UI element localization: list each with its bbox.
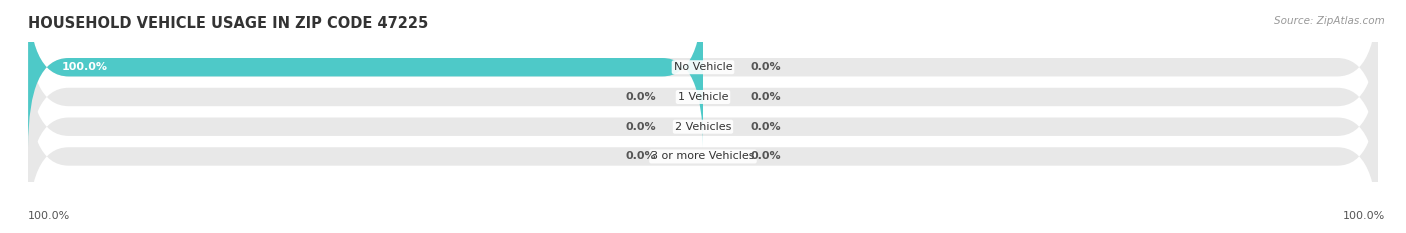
Text: 0.0%: 0.0%	[751, 151, 780, 161]
FancyBboxPatch shape	[28, 0, 703, 147]
Text: 100.0%: 100.0%	[1343, 211, 1385, 221]
Text: 0.0%: 0.0%	[751, 62, 780, 72]
Text: 0.0%: 0.0%	[626, 92, 655, 102]
Text: 0.0%: 0.0%	[751, 122, 780, 132]
Text: No Vehicle: No Vehicle	[673, 62, 733, 72]
FancyBboxPatch shape	[28, 47, 1378, 207]
Text: Source: ZipAtlas.com: Source: ZipAtlas.com	[1274, 16, 1385, 26]
Text: 0.0%: 0.0%	[626, 122, 655, 132]
FancyBboxPatch shape	[28, 76, 1378, 233]
Text: 0.0%: 0.0%	[751, 92, 780, 102]
Text: 100.0%: 100.0%	[62, 62, 108, 72]
FancyBboxPatch shape	[28, 17, 1378, 177]
FancyBboxPatch shape	[28, 0, 1378, 147]
Text: 0.0%: 0.0%	[626, 151, 655, 161]
Text: HOUSEHOLD VEHICLE USAGE IN ZIP CODE 47225: HOUSEHOLD VEHICLE USAGE IN ZIP CODE 4722…	[28, 16, 429, 31]
Text: 1 Vehicle: 1 Vehicle	[678, 92, 728, 102]
Text: 3 or more Vehicles: 3 or more Vehicles	[651, 151, 755, 161]
Text: 2 Vehicles: 2 Vehicles	[675, 122, 731, 132]
Text: 100.0%: 100.0%	[28, 211, 70, 221]
